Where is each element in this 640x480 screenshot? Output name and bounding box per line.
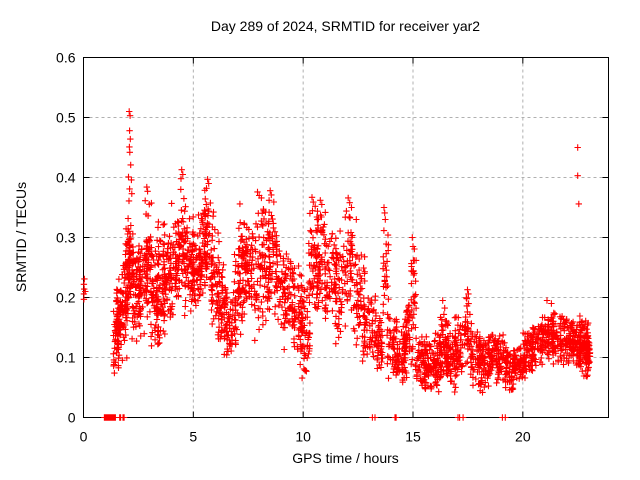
y-tick-label: 0 <box>68 410 76 426</box>
x-tick-label: 10 <box>295 429 311 445</box>
y-tick-label: 0.4 <box>56 170 76 186</box>
y-tick-label: 0.3 <box>56 230 76 246</box>
plot-border <box>83 57 609 418</box>
x-tick-label: 15 <box>405 429 421 445</box>
y-tick-label: 0.2 <box>56 290 76 306</box>
y-tick-label: 0.1 <box>56 350 76 366</box>
y-tick-label: 0.5 <box>56 110 76 126</box>
x-tick-label: 0 <box>80 429 88 445</box>
x-axis-label: GPS time / hours <box>292 450 399 466</box>
chart-title: Day 289 of 2024, SRMTID for receiver yar… <box>210 18 481 34</box>
x-tick-label: 5 <box>189 429 197 445</box>
y-axis-label: SRMTID / TECUs <box>13 181 29 293</box>
y-tick-label: 0.6 <box>56 50 76 66</box>
x-tick-label: 20 <box>515 429 531 445</box>
data-points <box>80 108 594 421</box>
